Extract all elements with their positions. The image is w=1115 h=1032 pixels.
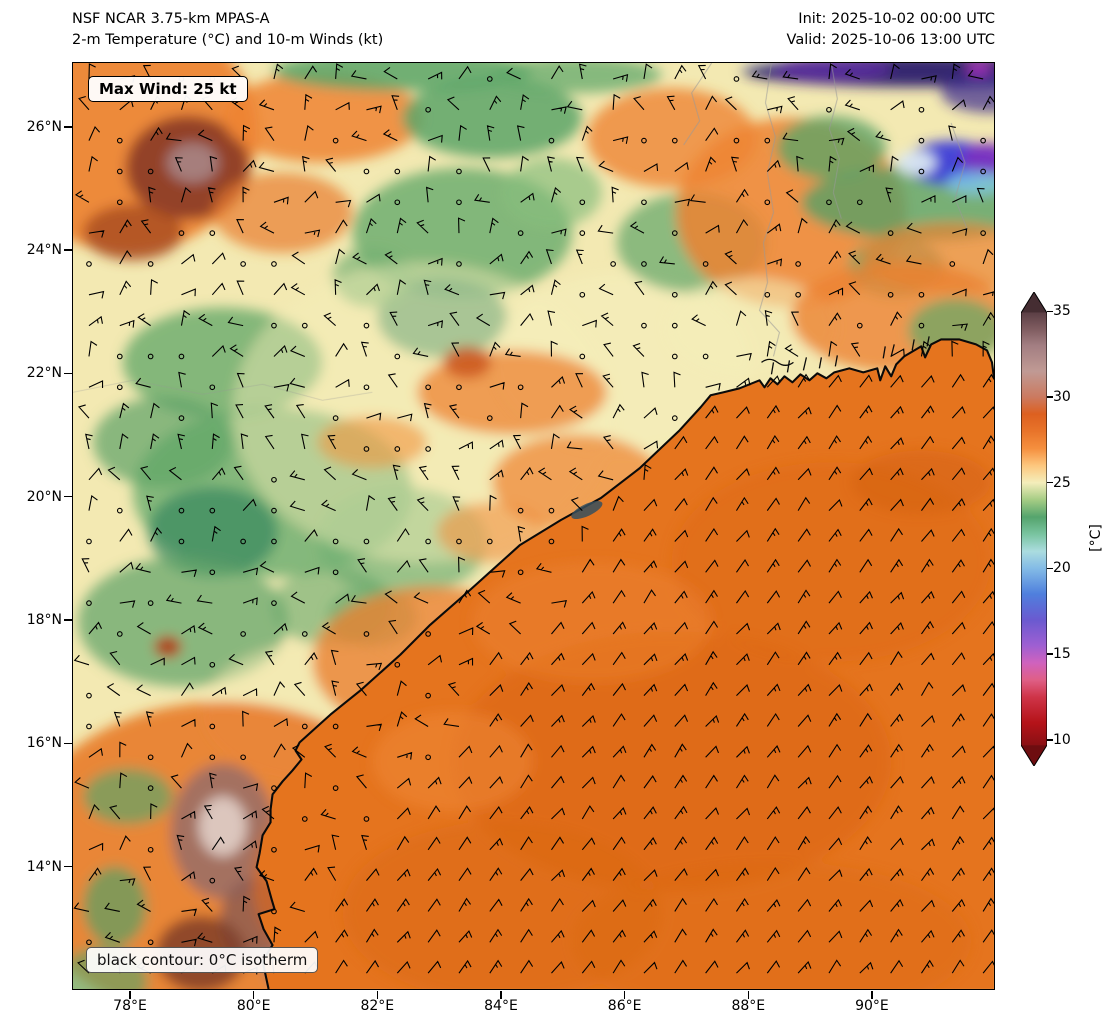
y-axis-tick-mark [64, 495, 72, 498]
y-axis-tick-label: 20°N [26, 488, 62, 505]
colorbar-tick-mark [1047, 482, 1053, 484]
init-time: Init: 2025-10-02 00:00 UTC [798, 11, 995, 27]
colorbar-tick-label: 15 [1053, 646, 1071, 663]
colorbar-tick-mark [1047, 739, 1053, 741]
x-axis-tick-mark [252, 991, 255, 999]
field-description: 2-m Temperature (°C) and 10-m Winds (kt) [72, 32, 384, 48]
x-axis-tick-mark [500, 991, 502, 999]
max-wind-badge: Max Wind: 25 kt [88, 76, 248, 102]
y-axis-tick-label: 22°N [26, 365, 62, 382]
x-axis-tick-mark [129, 991, 131, 999]
colorbar-tick-mark [1047, 396, 1053, 398]
x-axis-tick-label: 84°E [484, 998, 518, 1014]
y-axis-tick-label: 18°N [26, 611, 62, 628]
colorbar-tick-label: 25 [1053, 474, 1071, 491]
run-time-block: Init: 2025-10-02 00:00 UTC Valid: 2025-1… [787, 9, 995, 51]
colorbar-tick-label: 35 [1053, 303, 1071, 320]
colorbar-tick-label: 20 [1053, 560, 1071, 577]
figure-title-block: NSF NCAR 3.75-km MPAS-A 2-m Temperature … [72, 9, 383, 51]
x-axis-tick-label: 82°E [360, 998, 395, 1014]
y-axis-tick-mark [64, 249, 72, 251]
x-axis-tick-label: 90°E [855, 998, 889, 1014]
colorbar-bar [1021, 292, 1047, 766]
colorbar-tick-mark [1047, 310, 1053, 312]
colorbar-tick-mark [1047, 567, 1053, 570]
x-axis-tick-mark [623, 991, 626, 999]
x-axis-tick-mark [747, 991, 750, 999]
colorbar-label: [°C] [1087, 524, 1104, 552]
colorbar-tick-mark [1047, 653, 1053, 655]
y-axis-tick-label: 24°N [26, 242, 62, 258]
y-axis-tick-mark [64, 372, 72, 375]
coastline [255, 338, 994, 989]
y-axis-tick-label: 26°N [26, 118, 62, 135]
x-axis-tick-label: 78°E [113, 998, 147, 1014]
chilika-lake [571, 501, 603, 520]
y-axis-tick-mark [64, 742, 72, 744]
isotherm-note: black contour: 0°C isotherm [86, 947, 319, 973]
state-boundaries [73, 63, 968, 401]
y-axis-tick-mark [64, 865, 72, 868]
x-axis-tick-label: 80°E [236, 998, 271, 1014]
x-axis-tick-label: 88°E [731, 998, 766, 1014]
wind-barbs [73, 63, 994, 975]
colorbar-tick-label: 10 [1053, 731, 1071, 748]
colorbar [1021, 292, 1047, 766]
delta-channels [761, 336, 930, 375]
y-axis-tick-label: 14°N [26, 858, 62, 875]
model-name: NSF NCAR 3.75-km MPAS-A [72, 11, 270, 27]
colorbar-tick-label: 30 [1053, 389, 1071, 405]
valid-time: Valid: 2025-10-06 13:00 UTC [786, 32, 995, 48]
sea-temperature-patches [342, 450, 992, 989]
temperature-wind-map [73, 63, 994, 989]
y-axis-tick-label: 16°N [26, 735, 62, 752]
y-axis-tick-mark [64, 619, 72, 621]
x-axis-tick-mark [871, 991, 873, 999]
y-axis-tick-mark [64, 126, 72, 128]
x-axis-tick-mark [376, 991, 379, 999]
x-axis-tick-label: 86°E [607, 998, 642, 1014]
map-plot-area: Max Wind: 25 kt black contour: 0°C isoth… [72, 62, 995, 990]
